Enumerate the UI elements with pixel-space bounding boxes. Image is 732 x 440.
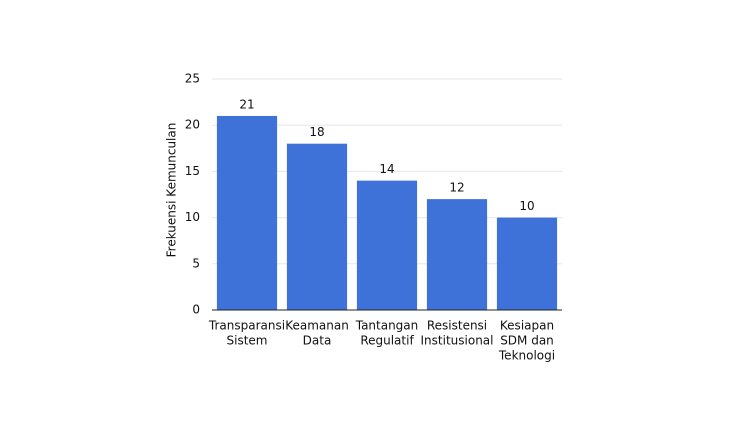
x-tick-label: Resistensi xyxy=(427,319,487,333)
data-label: 10 xyxy=(519,199,534,213)
x-tick-label: Kesiapan xyxy=(500,319,554,333)
bar xyxy=(426,199,488,310)
bar xyxy=(356,180,418,310)
x-tick-label: SDM dan xyxy=(500,334,554,348)
bar xyxy=(216,115,278,311)
x-tick-label: Institusional xyxy=(421,334,494,348)
x-tick-label: Tantangan xyxy=(355,319,419,333)
data-label: 14 xyxy=(379,162,394,176)
bar xyxy=(286,143,348,310)
y-tick-label: 0 xyxy=(192,303,200,317)
x-tick-label: Keamanan xyxy=(285,319,349,333)
x-tick-label: Transparansi xyxy=(208,319,285,333)
y-tick-label: 10 xyxy=(185,210,200,224)
data-label: 18 xyxy=(309,125,324,139)
y-tick-label: 5 xyxy=(192,256,200,270)
y-tick-label: 15 xyxy=(185,164,200,178)
y-axis-label: Frekuensi Kemunculan xyxy=(165,123,179,258)
x-tick-label: Teknologi xyxy=(498,349,555,363)
bar xyxy=(496,217,558,310)
data-label: 12 xyxy=(449,181,464,195)
y-tick-label: 25 xyxy=(185,72,200,86)
x-tick-label: Sistem xyxy=(227,334,268,348)
x-tick-label: Regulatif xyxy=(360,334,414,348)
data-label: 21 xyxy=(239,97,254,111)
x-tick-label: Data xyxy=(303,334,332,348)
y-tick-label: 20 xyxy=(185,118,200,132)
